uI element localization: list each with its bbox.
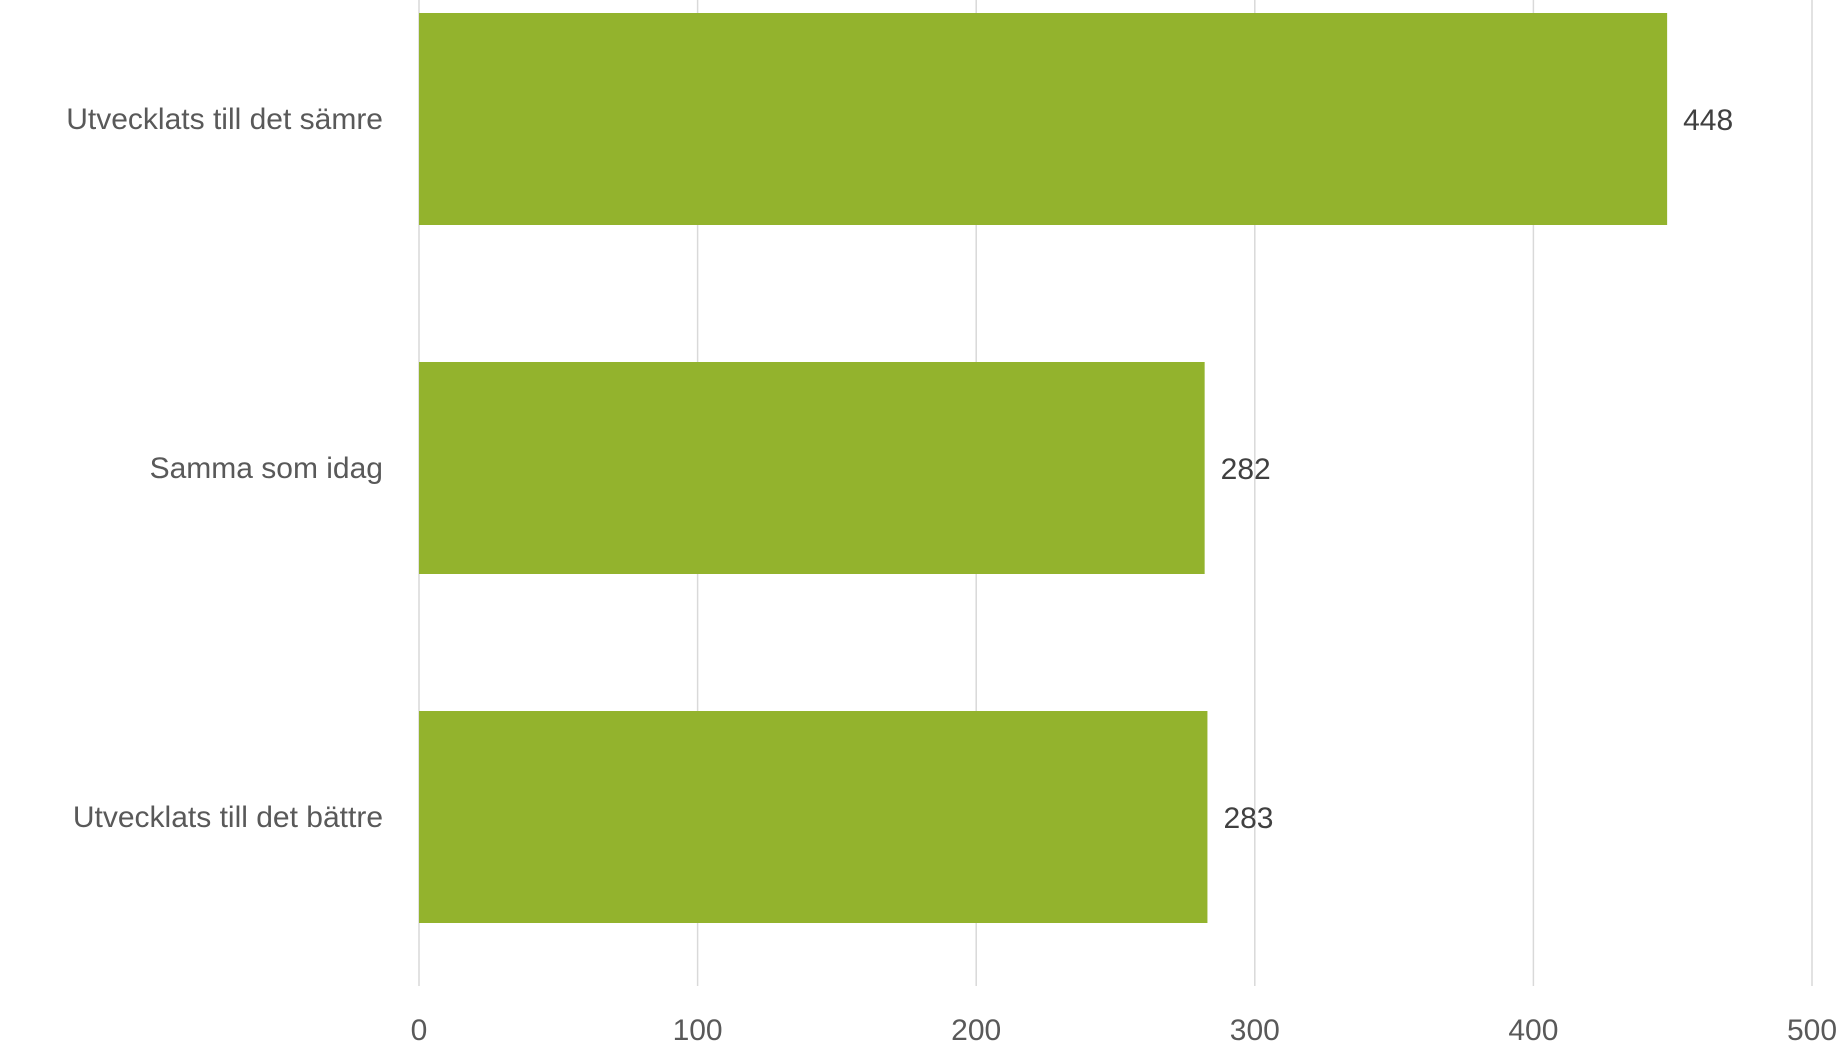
data-labels: 448 282 283 bbox=[1221, 104, 1734, 835]
data-label-samma-som-idag: 282 bbox=[1221, 453, 1271, 486]
x-tick-label-100: 100 bbox=[673, 1014, 723, 1047]
category-label-samma-som-idag: Samma som idag bbox=[150, 452, 383, 485]
category-label-utvecklats-till-det-s-mre: Utvecklats till det sämre bbox=[66, 103, 383, 136]
bar-utvecklats-till-det-s-mre bbox=[419, 13, 1668, 225]
x-tick-label-200: 200 bbox=[951, 1014, 1001, 1047]
x-tick-label-400: 400 bbox=[1508, 1014, 1558, 1047]
category-label-utvecklats-till-det-b-ttre: Utvecklats till det bättre bbox=[73, 801, 383, 834]
category-labels: Utvecklats till det sämre Samma som idag U… bbox=[66, 103, 383, 834]
x-axis-tick-labels: 0 100 200 300 400 500 bbox=[411, 1014, 1837, 1047]
x-tick-label-0: 0 bbox=[411, 1014, 428, 1047]
bar-samma-som-idag bbox=[419, 362, 1205, 574]
data-label-utvecklats-till-det-s-mre: 448 bbox=[1683, 104, 1733, 137]
x-tick-label-500: 500 bbox=[1787, 1014, 1837, 1047]
chart-bars bbox=[419, 13, 1668, 923]
data-label-utvecklats-till-det-b-ttre: 283 bbox=[1223, 802, 1273, 835]
x-tick-label-300: 300 bbox=[1230, 1014, 1280, 1047]
bar-utvecklats-till-det-b-ttre bbox=[419, 711, 1208, 923]
